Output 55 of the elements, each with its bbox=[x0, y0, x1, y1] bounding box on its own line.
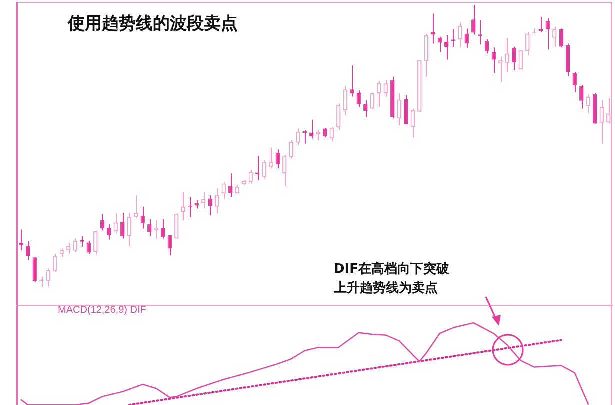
candlestick bbox=[384, 80, 388, 98]
candlestick bbox=[248, 170, 253, 184]
candlestick bbox=[140, 206, 145, 230]
text: 使用趋势线的波段卖点 bbox=[68, 13, 238, 35]
candlestick bbox=[262, 160, 266, 180]
annotation: DIF在高档向下突破 bbox=[334, 260, 450, 279]
candlestick bbox=[161, 219, 166, 240]
candlestick bbox=[472, 4, 476, 36]
candlestick bbox=[19, 229, 24, 251]
candlestick bbox=[32, 257, 37, 282]
candlestick bbox=[107, 224, 112, 240]
candlestick bbox=[120, 212, 125, 240]
candlestick bbox=[289, 140, 294, 160]
candlestick bbox=[168, 234, 172, 256]
candlestick bbox=[350, 64, 354, 98]
candlestick bbox=[404, 94, 408, 125]
candlestick bbox=[356, 90, 361, 108]
candlestick bbox=[269, 147, 274, 170]
candlestick bbox=[26, 240, 30, 261]
candlestick bbox=[572, 72, 577, 93]
chart-title: MACD(12,26,9) DIF bbox=[58, 305, 146, 316]
candlestick bbox=[134, 194, 138, 220]
candlestick bbox=[410, 108, 415, 138]
candlestick bbox=[559, 28, 564, 48]
candlestick bbox=[606, 98, 611, 124]
candlestick bbox=[215, 188, 220, 214]
candlestick bbox=[492, 47, 496, 74]
candlestick bbox=[546, 18, 550, 50]
candlestick bbox=[208, 194, 212, 216]
candlestick bbox=[127, 212, 132, 247]
annotation: 上升趋势线为卖点 bbox=[334, 280, 438, 298]
candlestick bbox=[282, 154, 287, 187]
candlestick bbox=[438, 36, 442, 53]
candlestick bbox=[343, 86, 348, 116]
candlestick bbox=[66, 242, 71, 254]
candlestick bbox=[377, 80, 382, 108]
candlestick bbox=[276, 149, 280, 170]
candlestick bbox=[424, 33, 428, 78]
candlestick bbox=[336, 103, 341, 131]
candlestick bbox=[526, 32, 530, 56]
candlestick bbox=[370, 92, 374, 110]
candlestick bbox=[53, 254, 58, 273]
candlestick bbox=[310, 119, 314, 140]
candlestick bbox=[296, 128, 300, 146]
candlestick bbox=[512, 46, 516, 71]
candlestick bbox=[114, 213, 118, 234]
candlestick bbox=[485, 39, 490, 54]
candlestick bbox=[94, 230, 98, 255]
candlestick bbox=[148, 218, 152, 237]
candlestick bbox=[600, 100, 604, 144]
candlestick bbox=[73, 238, 78, 253]
candlestick bbox=[364, 100, 368, 118]
candlestick bbox=[323, 127, 328, 138]
candlestick bbox=[86, 240, 91, 255]
candlestick bbox=[580, 84, 584, 110]
